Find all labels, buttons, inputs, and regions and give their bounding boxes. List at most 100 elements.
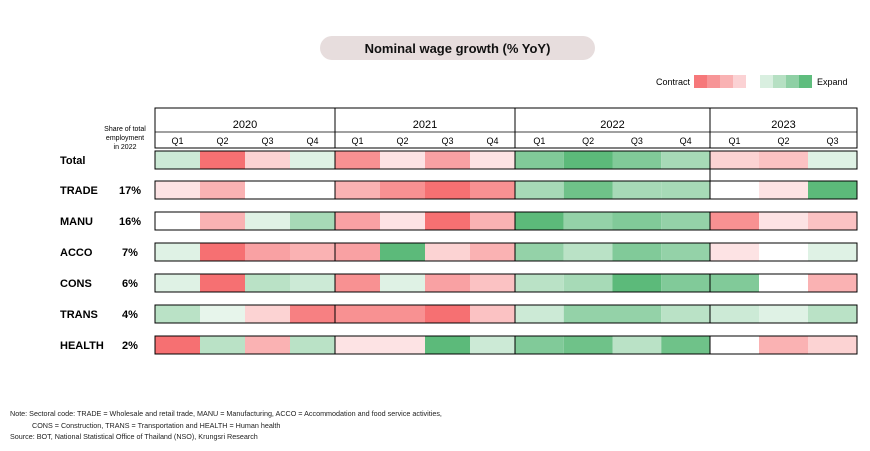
heatmap-cell [515, 151, 564, 169]
heatmap-cell [425, 336, 470, 354]
heatmap-cell [290, 305, 335, 323]
heatmap-cell [335, 212, 380, 230]
row-border [154, 180, 858, 200]
share-header-line: in 2022 [114, 144, 137, 151]
row-border [154, 304, 858, 324]
heatmap-cell [612, 305, 662, 323]
heatmap-cell [808, 336, 857, 354]
heatmap-cell [200, 243, 245, 261]
heatmap-cell [759, 151, 808, 169]
row-border [154, 150, 858, 170]
heatmap-cell [710, 212, 759, 230]
quarter-label: Q1 [351, 136, 363, 146]
heatmap-cell [335, 243, 380, 261]
row-acco: ACCO 7% [60, 242, 858, 262]
chart-title: Nominal wage growth (% YoY) [320, 36, 595, 60]
heatmap-cell [335, 274, 380, 292]
note-line-2: CONS = Construction, TRANS = Transportat… [32, 420, 281, 430]
row-label: HEALTH [60, 340, 104, 352]
heatmap-cell [290, 212, 335, 230]
row-trans: TRANS 4% [60, 304, 858, 324]
row-total: Total [60, 150, 858, 170]
heatmap-cell [808, 181, 857, 199]
heatmap-cell [710, 336, 759, 354]
year-label-2021: 2021 [413, 119, 437, 131]
row-share: 17% [119, 185, 141, 197]
heatmap-cell [425, 212, 470, 230]
heatmap-cell [661, 274, 710, 292]
heatmap-cell [155, 274, 200, 292]
heatmap-cell [710, 305, 759, 323]
row-share: 6% [122, 278, 138, 290]
heatmap-cell [808, 305, 857, 323]
heatmap-cell [515, 336, 564, 354]
row-share: 2% [122, 340, 138, 352]
heatmap-cell [661, 151, 710, 169]
quarter-label: Q2 [582, 136, 594, 146]
row-cons: CONS 6% [60, 273, 858, 293]
heatmap-cell [380, 151, 425, 169]
heatmap-cell [759, 243, 808, 261]
heatmap-cell [515, 305, 564, 323]
legend-contract-swatch [733, 75, 746, 88]
heatmap-cell [425, 243, 470, 261]
heatmap-cell [335, 305, 380, 323]
heatmap-cell [290, 181, 335, 199]
quarter-label: Q4 [486, 136, 498, 146]
legend: Contract Expand [656, 75, 848, 88]
row-share: 16% [119, 216, 141, 228]
heatmap-cell [563, 243, 613, 261]
heatmap-cell [425, 181, 470, 199]
heatmap-cell [808, 151, 857, 169]
row-border [154, 273, 858, 293]
heatmap-cell [612, 243, 662, 261]
heatmap-cell [200, 181, 245, 199]
heatmap-cell [380, 243, 425, 261]
heatmap-cell [245, 151, 290, 169]
legend-expand-swatch [786, 75, 799, 88]
row-label: CONS [60, 278, 92, 290]
legend-expand-label: Expand [817, 77, 848, 87]
heatmap-cell [380, 274, 425, 292]
heatmap-cell [245, 243, 290, 261]
heatmap-cell [335, 151, 380, 169]
legend-contract-swatch [694, 75, 707, 88]
legend-expand-swatch [799, 75, 812, 88]
heatmap-cell [612, 181, 662, 199]
heatmap-cell [759, 212, 808, 230]
heatmap-cell [200, 305, 245, 323]
legend-expand-swatch [760, 75, 773, 88]
heatmap-cell [425, 274, 470, 292]
note-line-1: Note: Sectoral code: TRADE = Wholesale a… [10, 409, 442, 418]
row-label: TRADE [60, 185, 98, 197]
quarter-label: Q3 [261, 136, 273, 146]
share-header-line: Share of total [104, 126, 146, 133]
heatmap-cell [661, 305, 710, 323]
heatmap-cell [335, 181, 380, 199]
row-label: MANU [60, 216, 93, 228]
heatmap-cell [200, 274, 245, 292]
heatmap-cell [612, 212, 662, 230]
heatmap-cell [470, 243, 515, 261]
heatmap-cell [759, 181, 808, 199]
heatmap-cell [759, 305, 808, 323]
quarter-label: Q4 [680, 136, 692, 146]
heatmap-cell [563, 274, 613, 292]
heatmap-cell [470, 151, 515, 169]
legend-contract-swatch [707, 75, 720, 88]
quarter-label: Q2 [396, 136, 408, 146]
row-border [154, 335, 858, 355]
heatmap-cell [470, 274, 515, 292]
heatmap-cell [470, 212, 515, 230]
heatmap-cell [245, 305, 290, 323]
row-health: HEALTH 2% [60, 335, 858, 355]
heatmap-cell [245, 212, 290, 230]
legend-contract-swatch [720, 75, 733, 88]
heatmap-cell [710, 151, 759, 169]
heatmap-cell [245, 336, 290, 354]
heatmap-cell [425, 305, 470, 323]
row-label: Total [60, 155, 85, 167]
heatmap-cell [200, 336, 245, 354]
quarter-label: Q1 [171, 136, 183, 146]
heatmap-cell [710, 243, 759, 261]
